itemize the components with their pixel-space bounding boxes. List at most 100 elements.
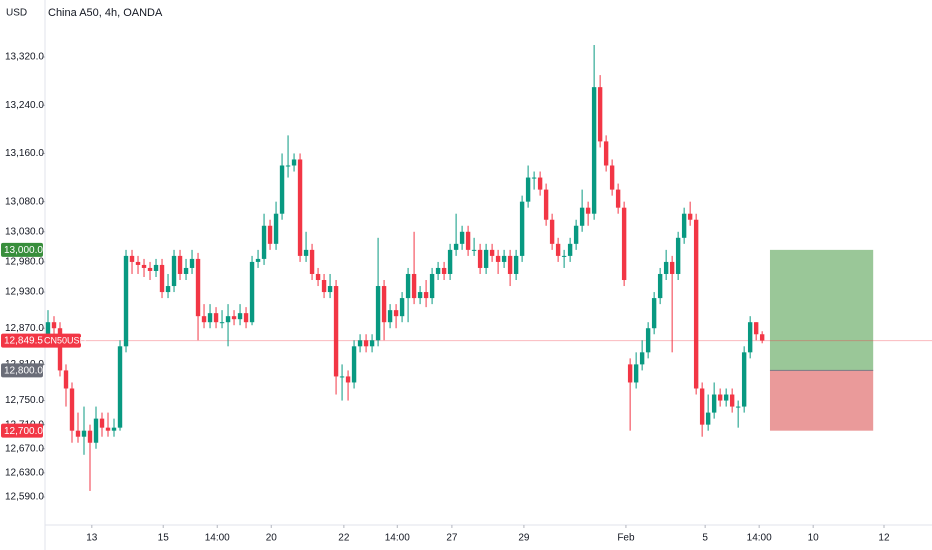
candle-body [321,280,327,293]
candle-body [405,273,411,299]
y-tick-label: 13,080.0 [5,196,44,207]
candle-body [267,225,273,244]
candle-body [195,258,201,317]
candle-body [531,177,537,179]
candle-body [201,316,207,323]
candle-body [453,243,459,250]
candle-body [123,255,129,347]
candle-body [381,286,387,323]
candle-body [393,310,399,317]
candle-body [279,165,285,214]
candle-body [369,340,375,347]
candle-body [459,231,465,244]
last-price-symbol: CN50USD [44,335,87,345]
candle-body [705,412,711,425]
candle-body [375,286,381,341]
candle-body [183,267,189,274]
candle-body [657,273,663,299]
candle-body [663,261,669,274]
candle-body [345,376,351,383]
candle-body [441,267,447,274]
x-tick-label: 20 [266,533,278,544]
candle-body [411,273,417,299]
y-tick-label: 13,320.0 [5,52,44,63]
candle-body [585,207,591,214]
candle-body [177,255,183,274]
candle-body [81,430,87,437]
candle-body [567,243,573,256]
candle-body [261,225,267,259]
candle-body [363,340,369,347]
target-badge [1,242,43,257]
stop-label: 12,700.0 [4,426,43,437]
stop-badge [1,423,43,438]
candle-body [273,213,279,244]
candle-body [297,159,303,256]
x-tick-label: 5 [702,533,708,544]
candle-body [477,249,483,268]
y-tick-label: 12,630.0 [5,468,44,479]
x-tick-label: 13 [86,533,98,544]
candle-body [501,255,507,262]
y-tick-label: 12,590.0 [5,492,44,503]
candle-body [723,394,729,401]
candle-body [543,189,549,220]
candle-body [621,207,627,281]
candle-body [315,273,321,281]
candle-body [675,237,681,274]
x-tick-label: 14:00 [205,533,230,544]
candle-body [741,352,747,407]
candle-body [633,364,639,383]
entry-label: 12,800.0 [4,366,43,377]
candle-body [495,255,501,262]
candle-body [519,201,525,256]
y-tick-label: 13,160.0 [5,148,44,159]
candle-body [681,213,687,238]
candle-body [351,346,357,383]
y-tick-label: 12,930.0 [5,287,44,298]
candle-body [591,87,597,214]
y-tick-label: 12,980.0 [5,257,44,268]
target-label: 13,000.0 [4,245,43,256]
candle-body [615,189,621,208]
candle-body [105,427,111,431]
candle-body [717,394,723,401]
candle-body [303,249,309,256]
candle-body [471,249,477,251]
candle-body [99,418,105,428]
candle-body [513,255,519,274]
candle-body [687,213,693,220]
candle-body [747,322,753,353]
x-tick-label: 14:00 [747,533,772,544]
x-tick-label: 29 [518,533,530,544]
candle-body [387,310,393,323]
candle-body [429,273,435,299]
candle-body [753,322,759,335]
candle-body [699,388,705,425]
candle-body [693,219,699,389]
candle-body [219,322,225,324]
x-tick-label: 22 [338,533,350,544]
candle-body [645,328,651,353]
candle-body [129,255,135,262]
candle-body [711,394,717,413]
candle-body [69,388,75,431]
candle-body [237,313,243,320]
candle-body [207,313,213,323]
candle-body [561,255,567,257]
candle-body [87,430,93,443]
currency-label: USD [6,8,27,19]
candle-body [291,159,297,166]
y-tick-label: 12,750.0 [5,395,44,406]
x-tick-label: 15 [158,533,170,544]
entry-badge [1,363,43,378]
candle-body [579,207,585,226]
candle-body [225,316,231,323]
candle-body [339,376,345,378]
candle-body [537,177,543,190]
candle-body [51,322,57,329]
candle-body [357,340,363,347]
candle-body [243,313,249,323]
candle-body [63,370,69,389]
